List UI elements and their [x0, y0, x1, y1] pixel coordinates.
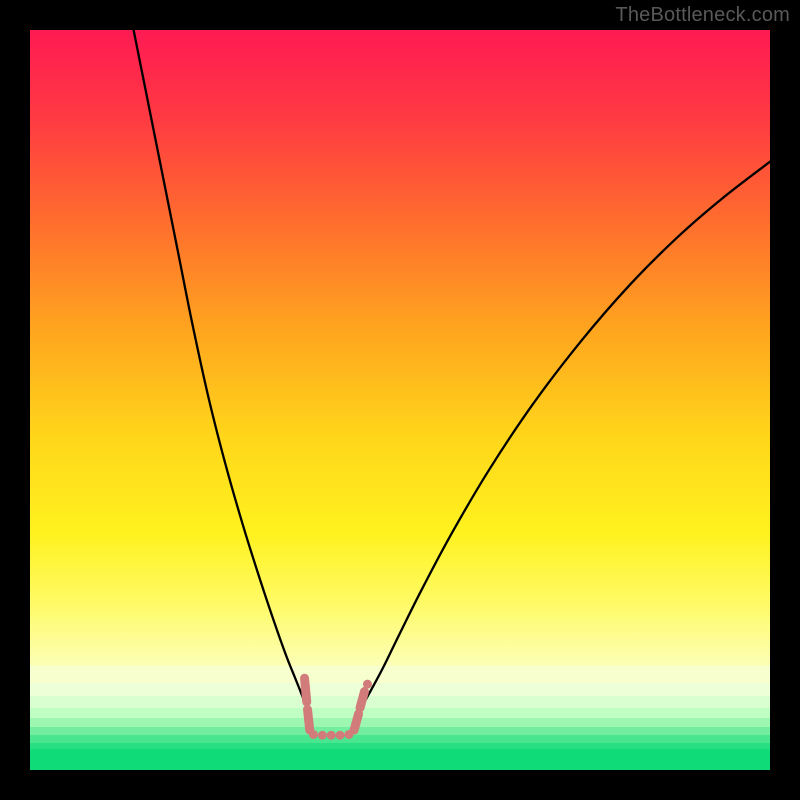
marker-dash	[354, 714, 358, 730]
bottom-markers	[305, 678, 372, 739]
watermark-text: TheBottleneck.com	[615, 4, 790, 27]
plot-area	[30, 30, 770, 770]
marker-dash	[305, 678, 307, 702]
marker-dot	[309, 730, 318, 739]
right-curve	[364, 162, 770, 702]
left-curve	[134, 30, 305, 702]
marker-dash	[360, 692, 364, 708]
marker-dot	[336, 731, 345, 740]
chart-curves	[30, 30, 770, 770]
marker-dot	[363, 680, 372, 689]
marker-dot	[327, 731, 336, 740]
marker-dash	[308, 709, 310, 730]
marker-dot	[318, 731, 327, 740]
